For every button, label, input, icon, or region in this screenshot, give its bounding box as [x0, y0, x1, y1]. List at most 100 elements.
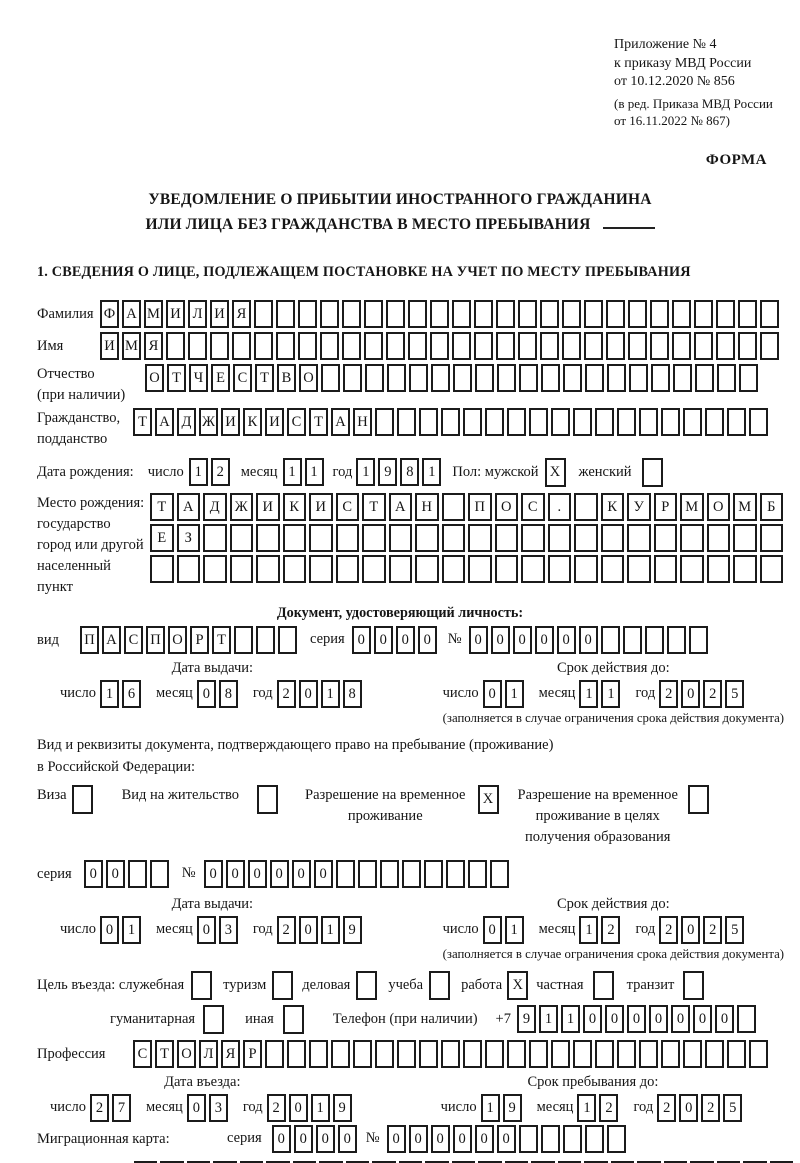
char-cell: 0 [196, 679, 216, 708]
char-cell [430, 331, 449, 360]
char-cell [397, 1039, 416, 1068]
char-cell [320, 299, 339, 328]
char-cell: С [335, 492, 359, 521]
char-cell: О [494, 492, 518, 521]
char-cell: П [146, 625, 165, 654]
day-label: число [440, 1099, 477, 1116]
char-cell [210, 331, 229, 360]
char-cell [256, 554, 280, 583]
sex-male-checkbox: X [544, 457, 566, 487]
char-cell [585, 363, 604, 392]
char-cell: 0 [681, 915, 701, 944]
char-cell [475, 363, 494, 392]
char-cell [650, 331, 669, 360]
char-cell [739, 363, 758, 392]
char-cell: 2 [210, 458, 230, 487]
residence-doc-options: Виза Вид на жительство Разрешение на вре… [37, 784, 800, 848]
char-cell: П [468, 492, 492, 521]
char-cell [419, 407, 438, 436]
char-cell: Я [144, 331, 163, 360]
char-cell [653, 554, 677, 583]
char-cell: 8 [218, 679, 238, 708]
char-cell: Б [759, 492, 783, 521]
char-cell: 0 [692, 1005, 712, 1034]
temp-residence-label: Разрешение на временное проживание [305, 786, 466, 824]
char-cell [541, 363, 560, 392]
char-cell [595, 407, 614, 436]
char-cell [309, 523, 333, 552]
char-cell [661, 407, 680, 436]
char-cell: 0 [496, 1124, 516, 1153]
char-cell: О [145, 363, 164, 392]
char-cell [540, 331, 559, 360]
char-cell [364, 331, 383, 360]
year-label: год [633, 1099, 654, 1116]
char-cell [386, 331, 405, 360]
char-cell: 0 [679, 1093, 699, 1122]
char-cell [309, 554, 333, 583]
char-cell [637, 1160, 661, 1163]
char-cell [188, 331, 207, 360]
char-cell: 0 [225, 859, 245, 888]
char-cell: И [100, 331, 119, 360]
char-cell [441, 554, 465, 583]
char-cell: 1 [304, 458, 324, 487]
char-cell [345, 1160, 370, 1163]
char-cell [738, 299, 757, 328]
char-cell [266, 1160, 290, 1163]
char-cell: К [600, 492, 624, 521]
purpose-private-label: частная [536, 976, 584, 993]
char-cell: 0 [196, 915, 216, 944]
char-cell [335, 859, 355, 888]
char-cell: Л [188, 299, 207, 328]
char-cell [478, 1160, 502, 1163]
purpose-work-checkbox: X [507, 970, 529, 1000]
char-cell: 2 [186, 1160, 211, 1163]
char-cell [342, 299, 361, 328]
char-cell [441, 523, 465, 552]
purpose-business-checkbox [356, 970, 378, 1000]
month-label: месяц [538, 685, 576, 702]
day-label: число [50, 1099, 86, 1116]
visit-purpose-row2: гуманитарная иная Телефон (при наличии) … [110, 1004, 800, 1034]
char-cell [362, 523, 386, 552]
char-cell [468, 554, 492, 583]
issue-date-title: Дата выдачи: [171, 659, 254, 676]
char-cell: Р [653, 492, 677, 521]
month-label: месяц [155, 921, 193, 938]
char-cell: 0 [291, 859, 311, 888]
char-cell: 0 [626, 1005, 646, 1034]
char-cell [584, 1160, 608, 1163]
char-cell [453, 363, 472, 392]
char-cell: А [331, 407, 350, 436]
purpose-study-label: учеба [388, 976, 424, 993]
char-cell: 7 [111, 1093, 131, 1122]
char-cell [229, 523, 253, 552]
char-cell [494, 554, 518, 583]
visa-label: Виза [37, 786, 67, 803]
char-cell [321, 363, 340, 392]
char-cell: И [210, 299, 229, 328]
char-cell: 0 [417, 625, 437, 654]
char-cell [759, 554, 783, 583]
char-cell [375, 407, 394, 436]
char-cell [150, 554, 174, 583]
char-cell: 1 [560, 1005, 580, 1034]
char-cell [607, 363, 626, 392]
purpose-work-label: работа [461, 976, 503, 993]
char-cell [574, 554, 598, 583]
residence-series-label: серия [37, 865, 72, 882]
char-cell [232, 331, 251, 360]
char-cell: 1 [504, 679, 524, 708]
char-cell [415, 523, 439, 552]
char-cell [629, 363, 648, 392]
char-cell [627, 554, 651, 583]
char-cell [562, 299, 581, 328]
char-cell: М [733, 492, 757, 521]
